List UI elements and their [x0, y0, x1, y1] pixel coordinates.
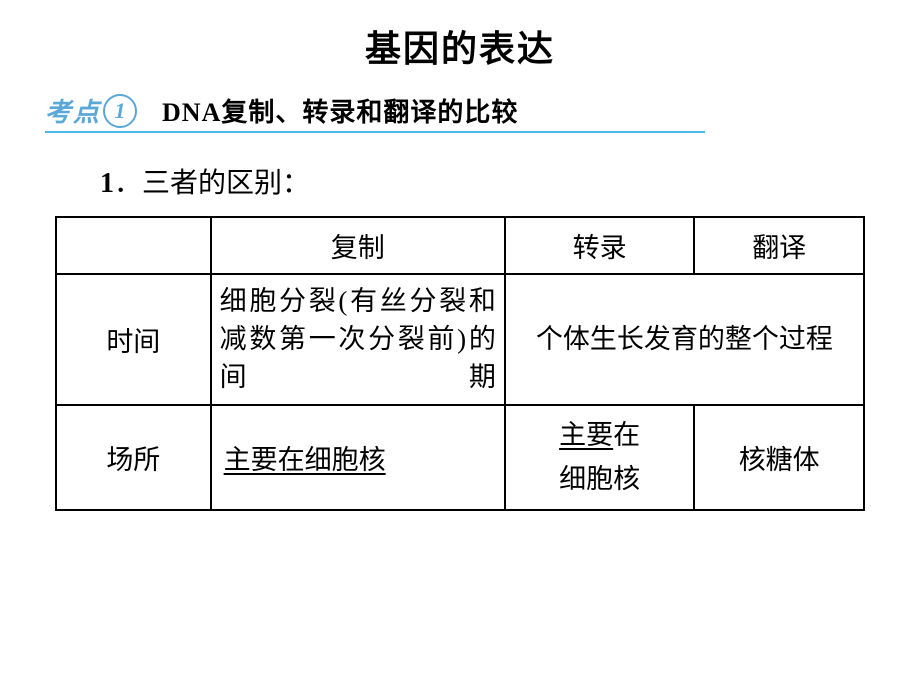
cell-time-merged: 个体生长发育的整个过程 — [505, 274, 864, 405]
header-blank — [56, 217, 211, 274]
cell-location-transcription: 主要在细胞核 — [505, 405, 695, 509]
header-transcription: 转录 — [505, 217, 695, 274]
header-translation: 翻译 — [694, 217, 864, 274]
cell-location-replication-text: 主要在细胞核 — [224, 445, 386, 475]
row-label-time: 时间 — [56, 274, 211, 405]
section-title: DNA复制、转录和翻译的比较 — [162, 92, 518, 129]
comparison-table: 复制 转录 翻译 时间 细胞分裂(有丝分裂和减数第一次分裂前)的间期 个体生长发… — [55, 216, 865, 511]
subtitle-number: 1 — [100, 168, 114, 199]
section-header: 考点 1 DNA复制、转录和翻译的比较 — [45, 92, 705, 133]
row-label-location: 场所 — [56, 405, 211, 509]
cell-location-transcription-rest1: 在 — [613, 420, 640, 450]
table-header-row: 复制 转录 翻译 — [56, 217, 864, 274]
page-title: 基因的表达 — [0, 20, 920, 72]
section-number-circle: 1 — [103, 94, 137, 128]
kaodian-label: 考点 — [45, 92, 101, 129]
cell-time-replication: 细胞分裂(有丝分裂和减数第一次分裂前)的间期 — [211, 274, 505, 405]
subtitle-text: ．三者的区别： — [114, 168, 310, 199]
cell-location-translation: 核糖体 — [694, 405, 864, 509]
cell-location-transcription-rest2: 细胞核 — [559, 464, 640, 494]
subtitle: 1．三者的区别： — [100, 161, 920, 201]
header-replication: 复制 — [211, 217, 505, 274]
table-row-location: 场所 主要在细胞核 主要在细胞核 核糖体 — [56, 405, 864, 509]
cell-location-replication: 主要在细胞核 — [211, 405, 505, 509]
table-row-time: 时间 细胞分裂(有丝分裂和减数第一次分裂前)的间期 个体生长发育的整个过程 — [56, 274, 864, 405]
cell-location-transcription-underlined: 主要 — [559, 420, 613, 450]
